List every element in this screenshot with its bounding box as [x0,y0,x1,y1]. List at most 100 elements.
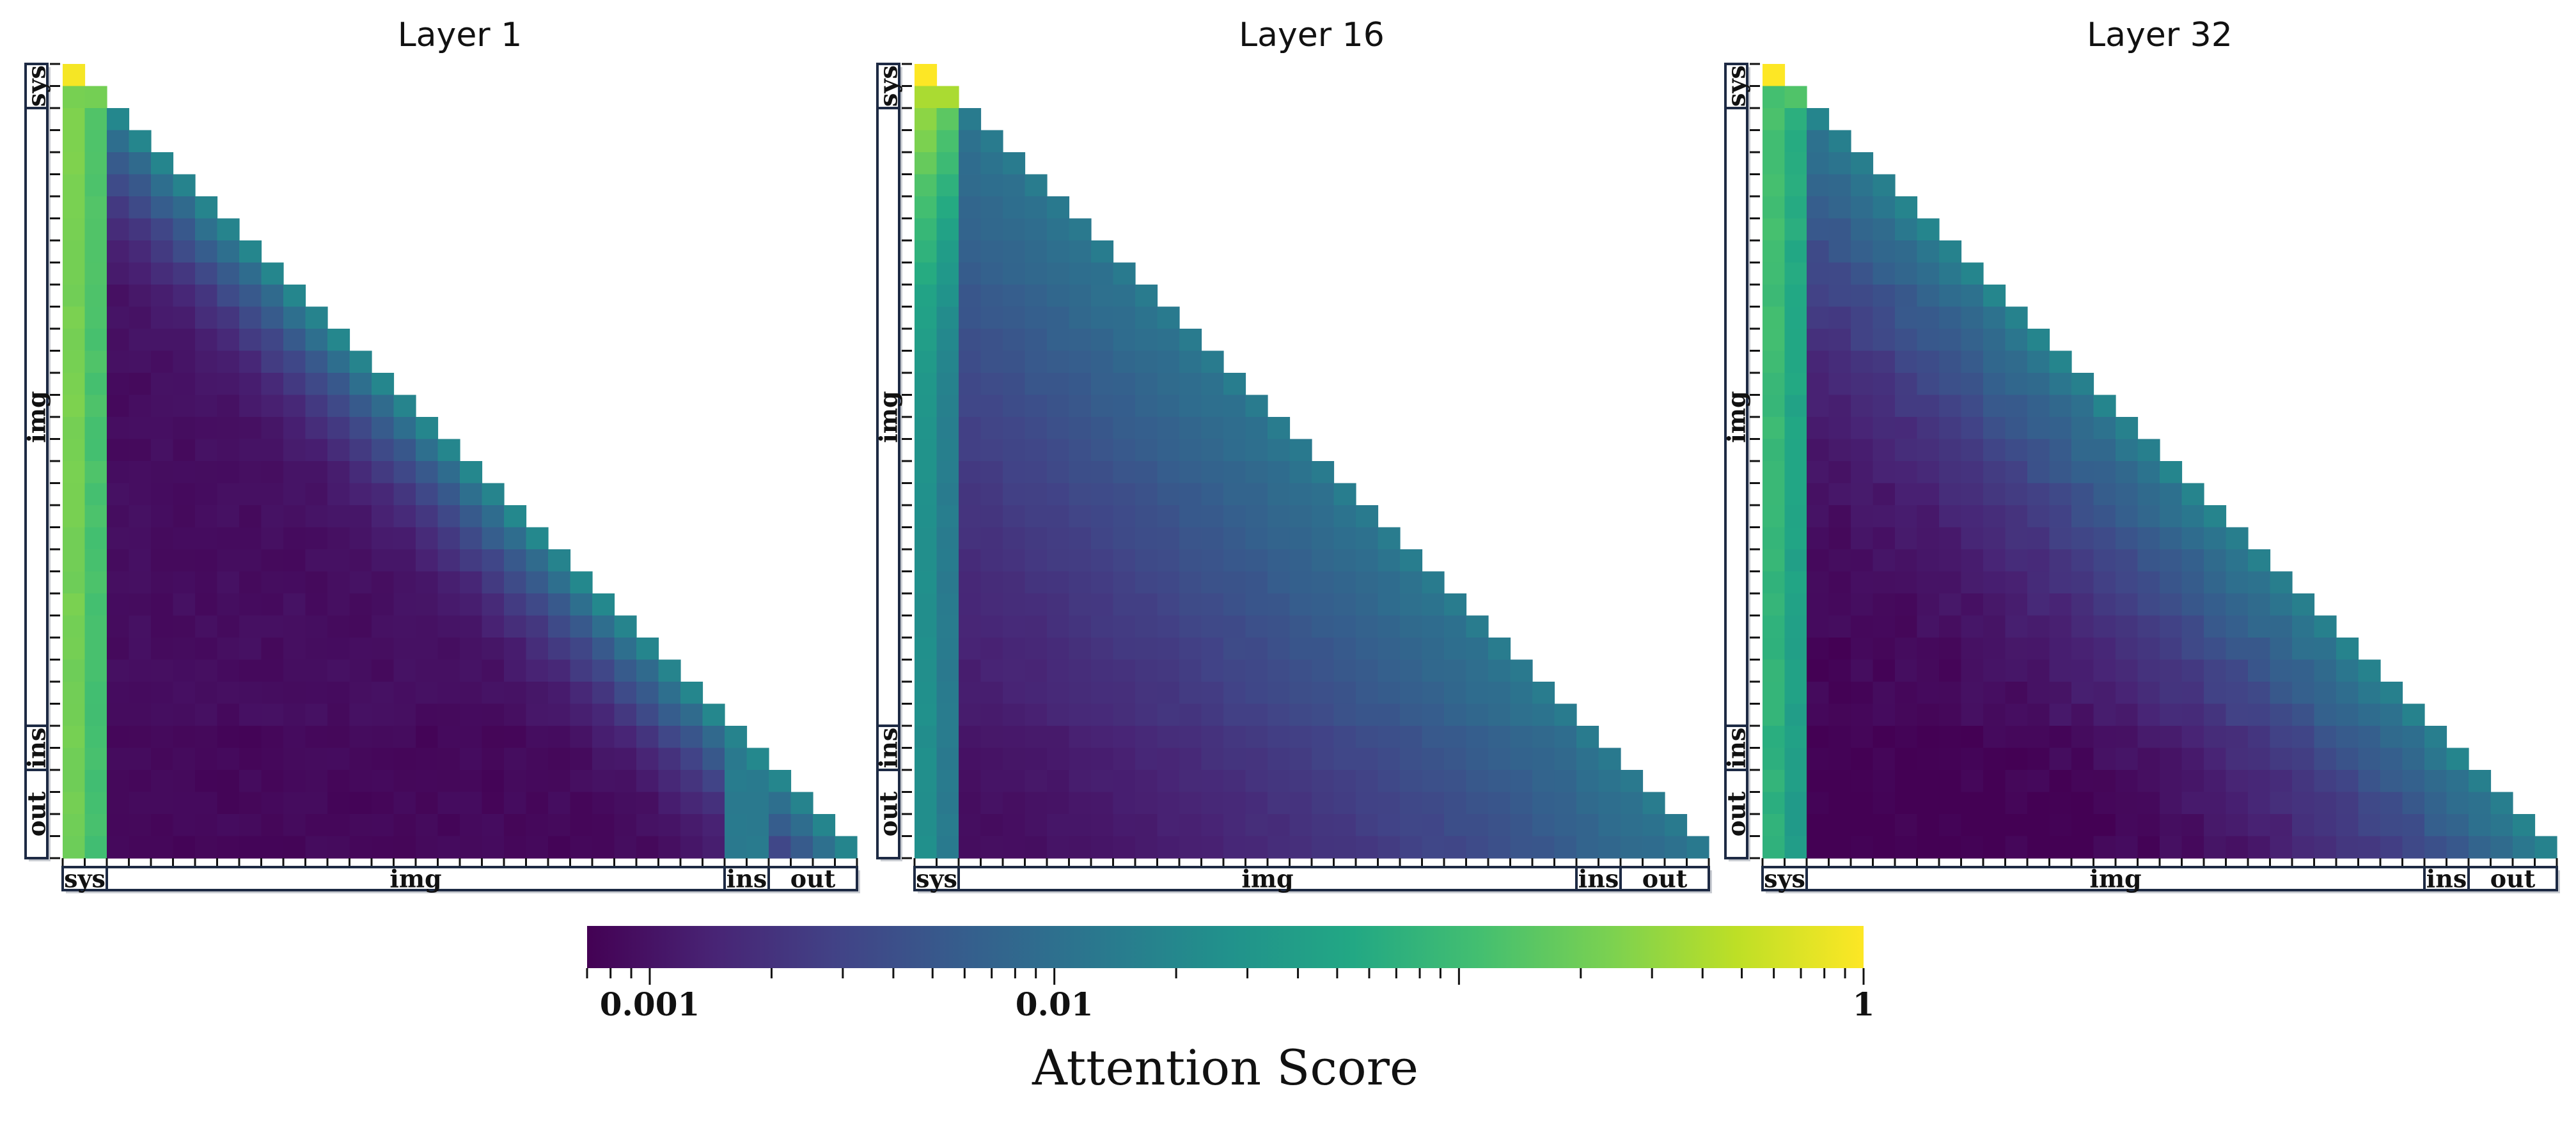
heatmap-cell [2181,505,2204,528]
heatmap-cell [261,748,284,771]
heatmap-cell [1828,461,1851,484]
heatmap-cell [416,593,439,616]
heatmap-cell [2005,483,2028,506]
heatmap-cell [1223,439,1246,462]
heatmap-cell [129,615,152,638]
heatmap-cell [437,461,460,484]
heatmap-cell [1939,703,1962,726]
heatmap-cell [1784,726,1807,749]
heatmap-cell [327,638,350,661]
heatmap-cell [2071,505,2094,528]
heatmap-cell [1895,836,1918,859]
heatmap-cell [416,571,439,594]
heatmap-cell [2226,527,2249,550]
heatmap-cell [1268,505,1291,528]
heatmap-cell [915,814,938,837]
heatmap-cell [1983,483,2006,506]
heatmap-cell [526,659,549,682]
heatmap-cell [1025,770,1048,793]
heatmap-cell [283,373,306,396]
heatmap-cell [504,682,527,705]
heatmap-cell [980,659,1003,682]
column-segment-label: out [2490,865,2536,893]
heatmap-cell [151,373,174,396]
heatmap-cell [2049,593,2072,616]
heatmap-cell [393,571,416,594]
heatmap-cell [2248,726,2271,749]
heatmap-cell [1784,836,1807,859]
heatmap-cell [1807,770,1830,793]
heatmap-cell [936,638,959,661]
heatmap-cell [107,373,130,396]
heatmap-cell [658,659,681,682]
heatmap-cell [2137,726,2160,749]
row-segment-label: ins [874,728,903,768]
heatmap-cell [2027,483,2050,506]
heatmap-cell [1939,527,1962,550]
heatmap-cell [1873,527,1896,550]
heatmap-cell [261,395,284,418]
heatmap-cell [1983,350,2006,373]
heatmap-cell [1047,240,1070,263]
row-segment-label: ins [22,728,51,768]
heatmap-cell [1223,770,1246,793]
heatmap-cell [1289,615,1312,638]
row-segment-label: sys [1722,65,1751,107]
heatmap-cell [1873,329,1896,352]
heatmap-cell [2137,836,2160,859]
row-segment-label: img [1722,391,1751,443]
heatmap-cell [2204,682,2227,705]
heatmap-cell [2027,748,2050,771]
heatmap-cell [936,527,959,550]
heatmap-cell [1784,306,1807,329]
heatmap-cell [261,350,284,373]
heatmap-cell [1245,395,1268,418]
heatmap-cell [936,726,959,749]
heatmap-cell [416,703,439,726]
heatmap-cell [84,659,107,682]
heatmap-cell [959,196,982,219]
heatmap-cell [2160,505,2183,528]
heatmap-cell [614,638,637,661]
heatmap-cell [980,152,1003,175]
heatmap-cell [1939,638,1962,661]
heatmap-cell [2049,748,2072,771]
heatmap-cell [1003,262,1026,285]
heatmap-cell [437,659,460,682]
heatmap-cell [1939,350,1962,373]
heatmap-cell [2049,549,2072,572]
heatmap-cell [2181,615,2204,638]
heatmap-cell [1961,748,1984,771]
heatmap-cell [2358,836,2381,859]
heatmap-cell [1201,395,1224,418]
heatmap-cell [2358,748,2381,771]
heatmap-cell [63,726,86,749]
heatmap-cell [129,505,152,528]
heatmap-cell [151,174,174,197]
heatmap-cell [1312,792,1335,815]
heatmap-cell [1784,196,1807,219]
heatmap-cell [1091,461,1114,484]
heatmap-cell [1851,439,1874,462]
heatmap-cell [702,814,725,837]
heatmap-cell [151,615,174,638]
heatmap-cell [1851,240,1874,263]
heatmap-cell [1179,792,1202,815]
heatmap-cell [372,395,395,418]
heatmap-cell [84,527,107,550]
heatmap-cell [283,703,306,726]
heatmap-cell [460,549,483,572]
heatmap-cell [1917,306,1940,329]
heatmap-cell [151,571,174,594]
heatmap-cell [2005,638,2028,661]
heatmap-cell [393,792,416,815]
heatmap-cell [2116,439,2139,462]
heatmap-cell [129,593,152,616]
heatmap-cell [1157,505,1180,528]
heatmap-cell [1895,726,1918,749]
heatmap-cell [1895,593,1918,616]
heatmap-cell [129,814,152,837]
heatmap-cell [1201,593,1224,616]
heatmap-cell [680,770,703,793]
heatmap-cell [636,703,659,726]
